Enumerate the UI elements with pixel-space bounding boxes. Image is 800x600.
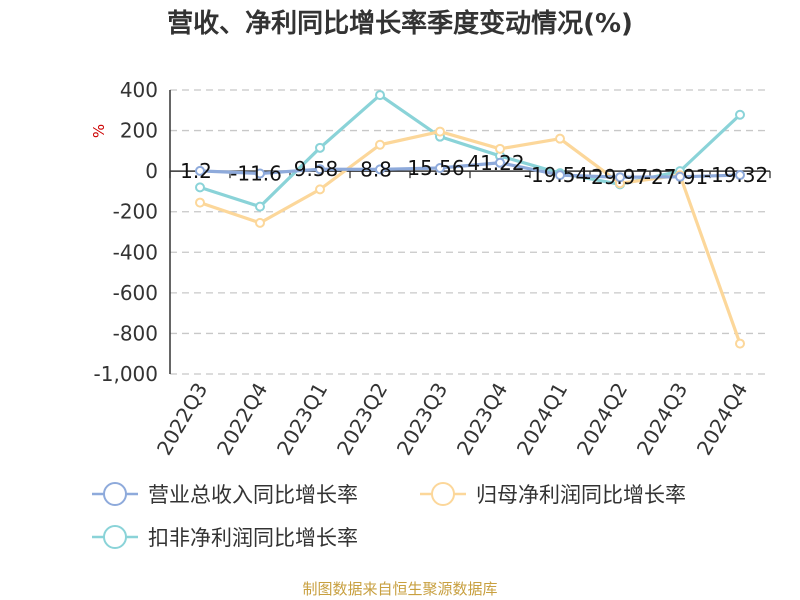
y-tick-label: 200 — [120, 119, 158, 143]
data-point — [375, 164, 385, 175]
data-point — [315, 164, 325, 175]
chart-title: 营收、净利同比增长率季度变动情况(%) — [167, 8, 633, 39]
x-tick-label: 2024Q3 — [632, 379, 692, 460]
y-tick-label: -1,000 — [94, 362, 158, 386]
legend-label: 扣非净利润同比增长率 — [148, 526, 358, 550]
data-point — [675, 171, 685, 182]
x-tick-label: 2023Q1 — [272, 379, 332, 460]
data-label: -19.32 — [704, 163, 768, 187]
data-label: 8.8 — [360, 157, 392, 181]
data-point — [555, 133, 565, 144]
data-point — [435, 126, 445, 137]
data-point — [195, 165, 205, 176]
data-point — [255, 217, 265, 228]
x-tick-label: 2022Q4 — [212, 379, 272, 460]
data-point — [735, 338, 745, 349]
data-label: 9.58 — [294, 157, 339, 181]
data-point — [315, 142, 325, 153]
legend-label: 营业总收入同比增长率 — [148, 483, 358, 507]
data-point — [555, 170, 565, 181]
data-label: -29.97 — [584, 165, 648, 189]
legend-marker — [431, 482, 455, 506]
x-tick-label: 2022Q3 — [152, 379, 212, 460]
x-tick-label: 2023Q2 — [332, 379, 392, 460]
data-label: 1.2 — [180, 159, 212, 183]
grid — [170, 89, 770, 375]
data-point — [375, 139, 385, 150]
legend-marker — [103, 525, 127, 549]
data-point — [615, 172, 625, 183]
y-tick-label: 0 — [145, 159, 158, 183]
data-point — [495, 157, 505, 168]
series-group — [195, 90, 745, 349]
data-point — [195, 182, 205, 193]
data-point — [735, 170, 745, 181]
data-point — [195, 197, 205, 208]
x-tick-label: 2024Q2 — [572, 379, 632, 460]
data-point — [735, 109, 745, 120]
data-label: 41.22 — [467, 151, 524, 175]
y-tick-label: -200 — [113, 200, 158, 224]
data-label: -11.6 — [230, 161, 282, 185]
x-tick-label: 2024Q1 — [512, 379, 572, 460]
data-point — [435, 162, 445, 173]
data-label: -19.54 — [524, 163, 588, 187]
y-tick-label: -800 — [113, 321, 158, 345]
legend-label: 归母净利润同比增长率 — [476, 483, 686, 507]
y-tick-label: -400 — [113, 240, 158, 264]
data-point — [495, 143, 505, 154]
y-tick-label: 400 — [120, 78, 158, 102]
series-line — [199, 161, 741, 179]
y-axis: 400 200 0 -200 -400 -600 -800 -1,000 — [94, 78, 171, 386]
x-tick-label: 2023Q4 — [452, 379, 512, 460]
data-point — [315, 184, 325, 195]
y-tick-label: -600 — [113, 281, 158, 305]
data-point — [255, 201, 265, 212]
legend-marker — [103, 482, 127, 506]
source-note: 制图数据来自恒生聚源数据库 — [302, 580, 497, 598]
series-line — [199, 129, 742, 345]
y-unit-label: % — [90, 124, 108, 138]
data-point — [255, 168, 265, 179]
data-label: 15.56 — [407, 156, 464, 180]
data-labels: 1.2 -11.6 9.58 8.8 15.56 41.22-19.54-29.97-27… — [180, 151, 768, 189]
data-label: -27.91 — [644, 165, 708, 189]
x-tick-label: 2023Q3 — [392, 379, 452, 460]
data-point — [375, 90, 385, 101]
x-axis: 2022Q3 2022Q4 2023Q1 2023Q2 2023Q3 2023Q4 2024… — [152, 170, 771, 460]
x-tick-label: 2024Q4 — [692, 379, 752, 460]
